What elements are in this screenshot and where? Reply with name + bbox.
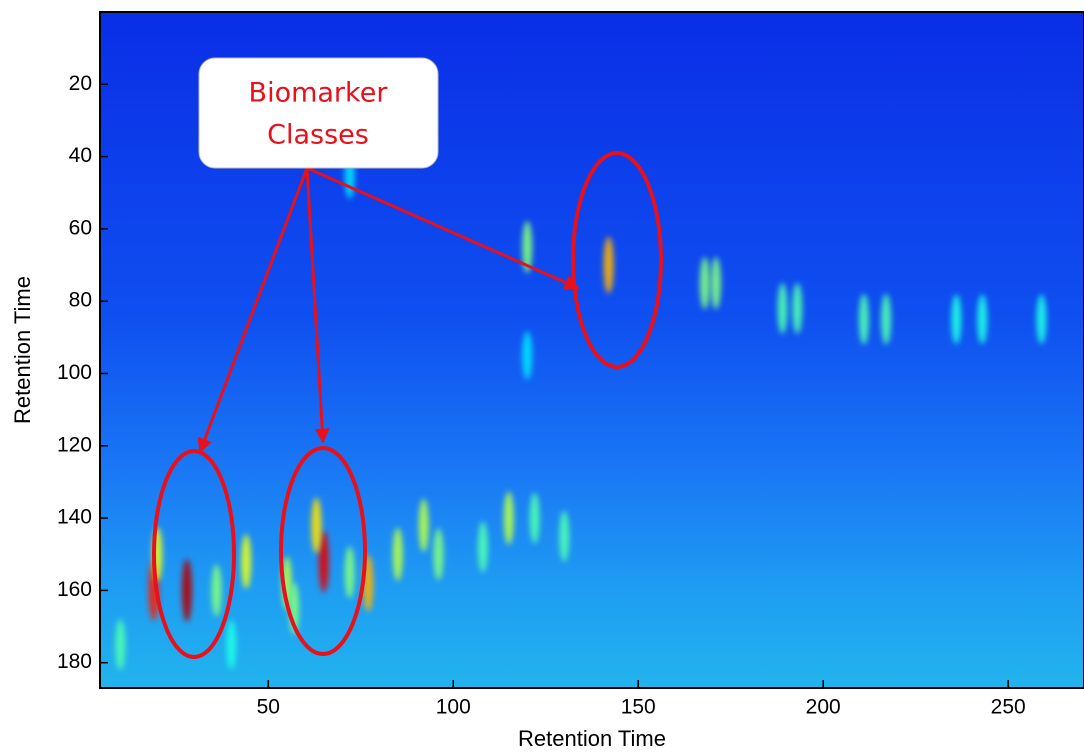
- arrow: [305, 167, 330, 444]
- plot-frame: [99, 11, 1084, 689]
- y-axis-label: Retention Time: [10, 276, 35, 424]
- x-tick-label: 200: [806, 696, 841, 719]
- peak: [522, 331, 533, 380]
- highlight-ellipse: [571, 151, 663, 369]
- peak: [477, 521, 488, 573]
- peak: [710, 257, 721, 310]
- peak: [699, 257, 710, 310]
- annotation: Biomarker Classes: [152, 57, 663, 659]
- y-tick-label: 60: [69, 216, 92, 239]
- peak: [977, 294, 988, 345]
- peak: [392, 527, 403, 581]
- y-tick-label: 140: [57, 506, 92, 529]
- y-tick-label: 40: [69, 144, 92, 167]
- peak: [777, 283, 788, 334]
- peak: [529, 492, 540, 544]
- peak: [1036, 294, 1047, 345]
- peak: [433, 528, 444, 581]
- peak: [115, 619, 126, 671]
- peak: [211, 564, 222, 617]
- highlight-ellipse: [152, 449, 236, 659]
- peak: [344, 546, 355, 599]
- y-tick-label: 180: [57, 650, 92, 673]
- x-tick-label: 50: [257, 696, 280, 719]
- arrow: [306, 166, 580, 290]
- peak: [559, 510, 570, 562]
- axes: 50 100 150 200 250 20 40 60 80 100 120 140 160 180: [57, 72, 1026, 719]
- y-tick-label: 100: [57, 361, 92, 384]
- annotation-text: Biomarker: [249, 78, 389, 109]
- peak: [181, 558, 192, 622]
- y-tick-label: 80: [69, 289, 92, 312]
- peak: [241, 534, 252, 589]
- y-tick-label: 120: [57, 433, 92, 456]
- y-tick-label: 160: [57, 578, 92, 601]
- x-tick-label: 250: [991, 696, 1026, 719]
- x-tick-label: 100: [436, 696, 471, 719]
- annotation-text: Classes: [267, 120, 369, 151]
- x-tick-label: 150: [621, 696, 656, 719]
- peak: [881, 293, 892, 345]
- highlight-ellipse: [279, 446, 367, 656]
- peak: [418, 498, 429, 552]
- peak: [226, 619, 237, 670]
- peak: [951, 294, 962, 345]
- peak: [603, 236, 614, 294]
- peak: [311, 497, 322, 554]
- peak: [503, 491, 514, 545]
- y-tick-label: 20: [69, 72, 92, 95]
- peak: [792, 283, 803, 334]
- annotation-box: [198, 57, 439, 169]
- peak: [522, 220, 533, 273]
- arrow: [197, 167, 309, 454]
- peak: [318, 530, 329, 593]
- peak: [858, 293, 869, 345]
- x-axis-label: Retention Time: [518, 726, 666, 751]
